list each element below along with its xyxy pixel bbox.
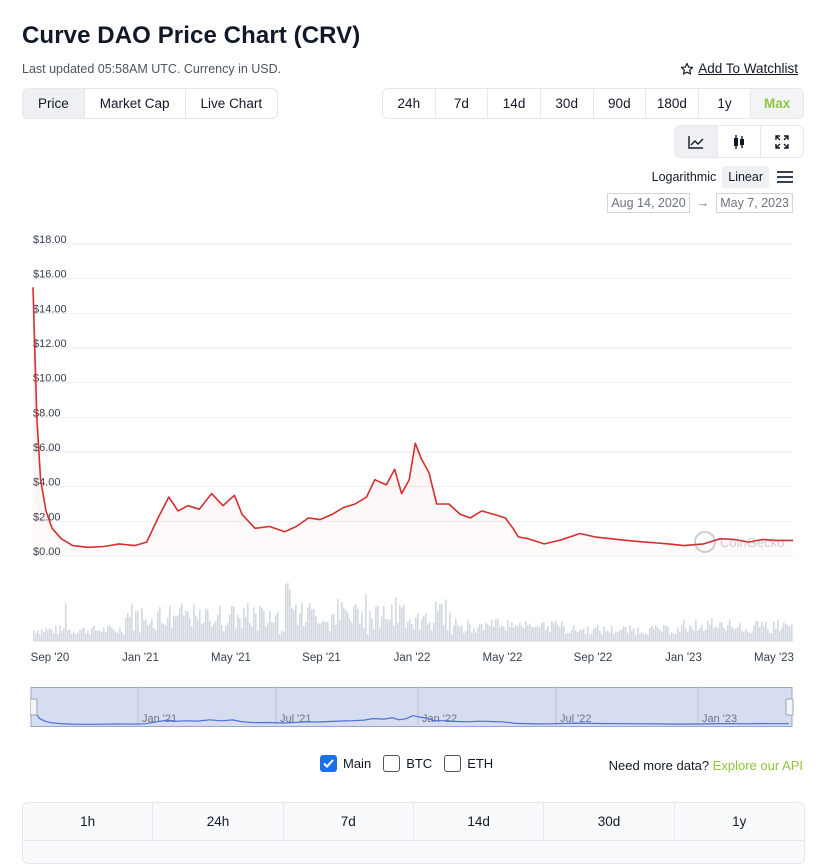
navigator-label: Jan '21 — [142, 713, 177, 725]
main-checkbox[interactable]: Main — [320, 755, 371, 772]
range-30d[interactable]: 30d — [541, 89, 594, 118]
stats-table-header: 1h 24h 7d 14d 30d 1y — [22, 802, 805, 864]
fullscreen-button[interactable] — [761, 126, 803, 157]
x-tick-label: Jan '23 — [665, 652, 702, 664]
range-1y[interactable]: 1y — [699, 89, 752, 118]
explore-api-link[interactable]: Explore our API — [712, 758, 803, 773]
navigator-label: Jul '22 — [560, 713, 591, 725]
scale-toggle: Logarithmic Linear — [646, 166, 793, 188]
date-from-input[interactable]: Aug 14, 2020 — [607, 193, 690, 213]
star-icon — [681, 62, 694, 75]
y-tick-label: $18.00 — [33, 234, 67, 246]
tab-price[interactable]: Price — [23, 89, 85, 118]
y-tick-label: $10.00 — [33, 373, 67, 385]
y-tick-label: $8.00 — [33, 407, 61, 419]
coingecko-watermark: CoinGecko — [694, 531, 784, 553]
time-range-tabs: 24h 7d 14d 30d 90d 180d 1y Max — [382, 88, 804, 119]
series-toggle: Main BTC ETH — [320, 755, 505, 772]
api-promo: Need more data? Explore our API — [609, 758, 803, 773]
price-line — [32, 287, 793, 549]
x-tick-label: May '22 — [483, 652, 523, 664]
menu-icon[interactable] — [777, 171, 793, 183]
range-14d[interactable]: 14d — [488, 89, 541, 118]
x-tick-label: Jan '22 — [394, 652, 431, 664]
navigator-label: Jan '23 — [702, 713, 737, 725]
x-tick-label: May '21 — [211, 652, 251, 664]
candlestick-button[interactable] — [718, 126, 761, 157]
x-tick-label: Sep '22 — [574, 652, 613, 664]
y-tick-label: $16.00 — [33, 269, 67, 281]
btc-label: BTC — [406, 756, 433, 771]
y-tick-label: $14.00 — [33, 303, 67, 315]
svg-text:CoinGecko: CoinGecko — [720, 535, 784, 550]
checkbox-icon — [444, 755, 462, 772]
volume-bars — [33, 583, 793, 641]
date-range: Aug 14, 2020 → May 7, 2023 — [607, 193, 793, 213]
eth-checkbox[interactable]: ETH — [444, 755, 493, 772]
chart-type-tabs: Price Market Cap Live Chart — [22, 88, 279, 119]
range-24h[interactable]: 24h — [383, 89, 436, 118]
stats-col-1y: 1y — [674, 803, 804, 841]
date-to-input[interactable]: May 7, 2023 — [716, 193, 793, 213]
linear-button[interactable]: Linear — [722, 166, 769, 188]
range-navigator[interactable]: Jan '21 Jul '21 Jan '22 Jul '22 Jan '23 — [30, 687, 798, 729]
y-tick-label: $6.00 — [33, 442, 61, 454]
price-chart[interactable]: $0.00$2.00$4.00$6.00$8.00$10.00$12.00$14… — [0, 225, 831, 665]
checkbox-icon — [383, 755, 401, 772]
navigator-left-handle[interactable] — [30, 698, 38, 716]
last-updated-text: Last updated 05:58AM UTC. Currency in US… — [22, 62, 282, 76]
x-tick-label: Jan '21 — [122, 652, 159, 664]
add-to-watchlist-link[interactable]: Add To Watchlist — [680, 61, 798, 76]
stats-col-1h: 1h — [23, 803, 154, 841]
x-tick-label: May '23 — [754, 652, 794, 664]
range-7d[interactable]: 7d — [436, 89, 489, 118]
btc-checkbox[interactable]: BTC — [383, 755, 432, 772]
navigator-right-handle[interactable] — [785, 698, 794, 716]
range-90d[interactable]: 90d — [594, 89, 647, 118]
line-chart-icon — [688, 136, 704, 150]
tab-market-cap[interactable]: Market Cap — [85, 89, 186, 118]
chart-view-toggle — [674, 125, 804, 158]
stats-col-14d: 14d — [413, 803, 545, 841]
stats-col-30d: 30d — [544, 803, 675, 841]
range-max[interactable]: Max — [751, 89, 803, 118]
x-tick-label: Sep '21 — [302, 652, 341, 664]
stats-col-7d: 7d — [283, 803, 414, 841]
checkbox-checked-icon — [320, 755, 337, 772]
main-label: Main — [343, 756, 372, 771]
stats-col-24h: 24h — [153, 803, 284, 841]
eth-label: ETH — [467, 756, 494, 771]
candlestick-icon — [734, 135, 744, 150]
logarithmic-button[interactable]: Logarithmic — [651, 170, 717, 184]
page-title: Curve DAO Price Chart (CRV) — [22, 22, 361, 49]
fullscreen-icon — [775, 135, 789, 150]
navigator-label: Jan '22 — [422, 713, 457, 725]
api-text: Need more data? — [608, 758, 710, 773]
tab-live-chart[interactable]: Live Chart — [200, 96, 263, 111]
line-chart-button[interactable] — [675, 126, 718, 157]
watchlist-label: Add To Watchlist — [698, 61, 798, 76]
navigator-line — [31, 702, 789, 725]
price-area — [33, 287, 793, 556]
x-tick-label: Sep '20 — [31, 652, 70, 664]
y-tick-label: $12.00 — [33, 338, 67, 350]
range-180d[interactable]: 180d — [646, 89, 699, 118]
arrow-icon: → — [696, 196, 710, 210]
